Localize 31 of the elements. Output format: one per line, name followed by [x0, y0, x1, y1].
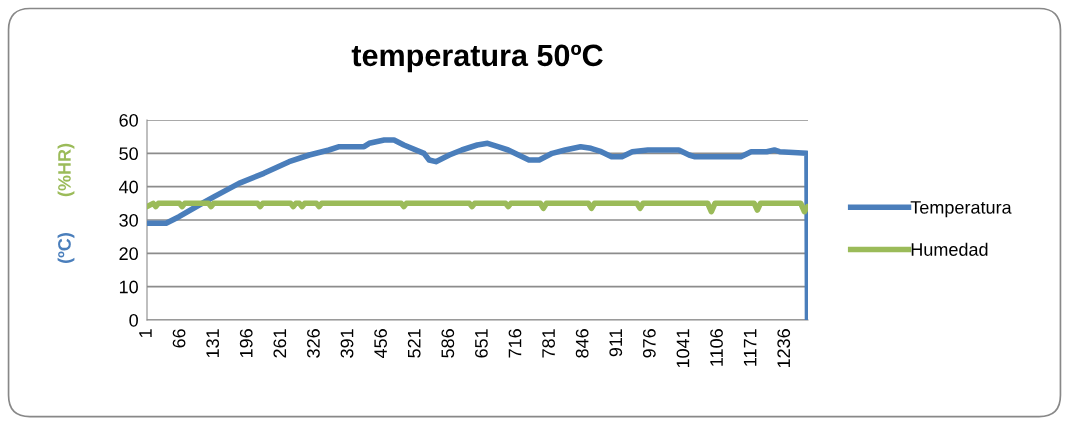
- y-tick-label: 0: [129, 313, 138, 327]
- chart-title: temperatura 50ºC: [351, 44, 603, 73]
- x-tick-label: 456: [374, 329, 387, 359]
- x-tick-label: 521: [407, 329, 421, 358]
- text: (ºC) (%HR): [57, 143, 75, 263]
- x-tick-label: 846: [575, 329, 589, 358]
- x-tick-label: 1041: [676, 329, 690, 368]
- x-tick-label: 66: [172, 329, 186, 348]
- x-tick-label: 781: [542, 329, 555, 358]
- x-tick-label: 716: [508, 329, 522, 358]
- legend-label: Temperatura: [910, 201, 1012, 218]
- x-tick-label: 586: [441, 329, 455, 358]
- y-tick-label: 50: [119, 147, 138, 161]
- x-tick-label: 326: [307, 329, 320, 358]
- x-tick-label: 976: [642, 329, 656, 358]
- x-tick-label: 261: [273, 329, 287, 358]
- x-tick-label: 651: [474, 329, 488, 358]
- x-tick-label: 391: [340, 329, 354, 358]
- y-tick-label: 10: [119, 280, 138, 294]
- x-tick-label: 1: [139, 329, 152, 337]
- x-tick-label: 196: [239, 329, 253, 358]
- x-tick-label: 1171: [743, 329, 757, 366]
- x-tick-label: 131: [206, 329, 220, 358]
- x-tick-label: 1236: [777, 329, 791, 368]
- x-tick-label: 911: [609, 329, 623, 357]
- y-tick-label: 20: [119, 247, 138, 261]
- legend-label: Humedad: [911, 242, 988, 256]
- x-tick-label: 1106: [710, 329, 723, 366]
- y-tick-label: 60: [119, 113, 138, 127]
- y-tick-label: 40: [119, 180, 138, 194]
- y-tick-label: 30: [119, 213, 138, 227]
